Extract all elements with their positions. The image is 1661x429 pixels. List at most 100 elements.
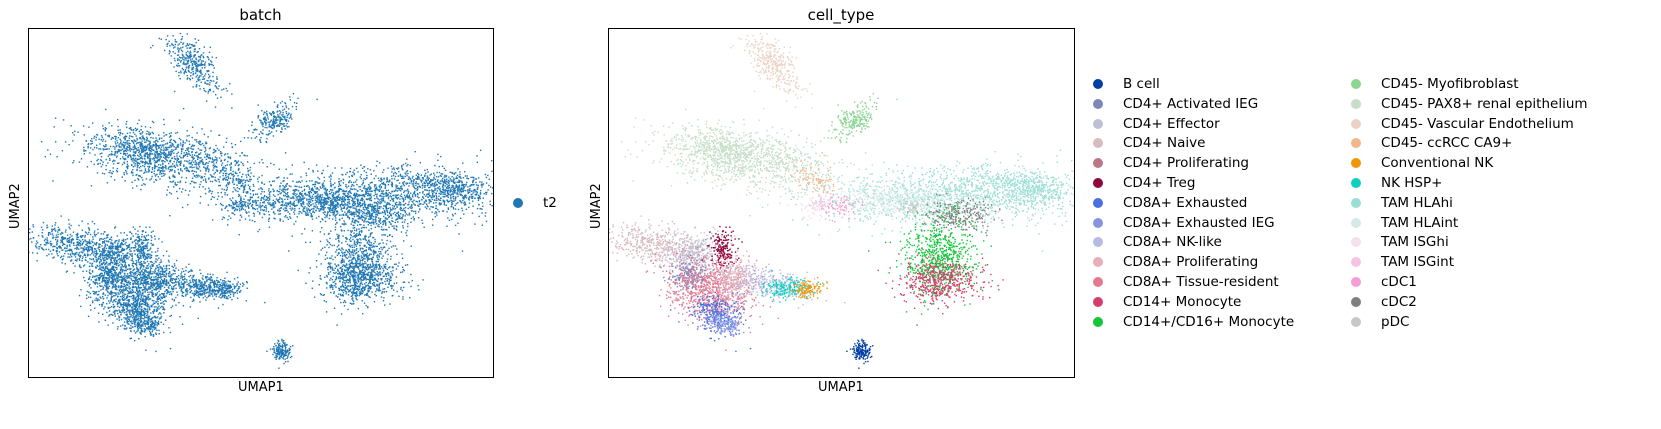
point-cluster-pdc (896, 199, 925, 219)
legend-marker (1351, 296, 1361, 307)
point-cluster-cd45-vascular-endothelium (730, 32, 813, 110)
legend-label: cDC1 (1381, 274, 1417, 290)
legend-label: CD8A+ Exhausted (1123, 194, 1248, 211)
y-axis-label-cell-type: UMAP2 (589, 183, 604, 229)
legend-label: CD4+ Effector (1123, 115, 1220, 132)
legend-marker (1093, 197, 1103, 208)
chart-title-batch: batch (239, 6, 282, 24)
legend-label: CD4+ Naive (1123, 135, 1206, 152)
legend-batch: t2 (513, 193, 593, 217)
point-cluster-t2 (72, 125, 197, 175)
point-cluster-tam-isgint (812, 191, 831, 210)
legend-label: CD8A+ NK-like (1123, 234, 1222, 251)
legend-label: CD4+ Treg (1123, 175, 1196, 191)
plot-area-cell-type (608, 28, 1075, 378)
legend-label: cDC2 (1381, 293, 1417, 310)
legend-label: CD8A+ Proliferating (1123, 254, 1259, 271)
legend-marker (1093, 98, 1103, 109)
legend-label: CD8A+ Tissue-resident (1123, 274, 1279, 290)
legend-label: pDC (1381, 313, 1410, 330)
point-cluster-cd8a-tissue-resident (645, 238, 779, 351)
point-cluster-t2 (316, 199, 345, 219)
legend-label: t2 (543, 195, 557, 211)
legend-label: CD8A+ Exhausted IEG (1123, 214, 1275, 231)
legend-marker (1351, 197, 1361, 208)
legend-marker (1093, 257, 1103, 268)
point-cluster-cd8a-proliferating (710, 250, 766, 306)
legend-label: CD4+ Proliferating (1123, 155, 1249, 172)
legend-label: TAM ISGint (1381, 254, 1454, 271)
legend-marker (1093, 237, 1103, 248)
legend-marker (1093, 217, 1103, 228)
legend-marker (1093, 178, 1103, 188)
legend-label: TAM HLAint (1381, 214, 1459, 231)
legend-marker (1093, 79, 1103, 89)
point-cluster-t2 (126, 310, 172, 336)
point-cluster-t2 (247, 93, 318, 144)
legend-label: B cell (1123, 76, 1160, 92)
legend-marker (1351, 118, 1361, 129)
plot-area-batch (28, 28, 494, 378)
legend-cell-type: B cell CD4+ Activated IEG CD4+ Effector CD4… (1093, 74, 1658, 336)
point-cluster-t2 (232, 191, 251, 210)
point-cluster-t2 (241, 194, 284, 223)
legend-label: NK HSP+ (1381, 175, 1443, 191)
x-axis-label-batch: UMAP1 (238, 380, 284, 395)
legend-marker (1351, 257, 1361, 268)
legend-marker (1351, 138, 1361, 149)
legend-marker (1351, 277, 1361, 287)
point-cluster-b-cell (846, 338, 874, 369)
point-cluster-cd8a-exhausted (670, 279, 752, 353)
legend-marker (1351, 237, 1361, 248)
point-cluster-t2 (90, 279, 172, 353)
point-cluster-conventional-nk (790, 276, 828, 300)
legend-marker (1093, 277, 1103, 287)
legend-marker (1093, 158, 1103, 169)
legend-marker (1093, 138, 1103, 149)
y-axis-label-batch: UMAP2 (8, 183, 23, 229)
point-cluster-t2 (121, 225, 163, 272)
legend-label: CD45- Vascular Endothelium (1381, 115, 1574, 132)
point-cluster-cd45-pax8-renal-epithelium (652, 125, 777, 175)
legend-marker (1093, 118, 1103, 129)
point-cluster-t2 (210, 276, 248, 300)
legend-marker (1351, 98, 1361, 109)
legend-label: TAM HLAhi (1381, 194, 1453, 211)
legend-marker (1351, 316, 1361, 327)
scatter-plot-batch (29, 32, 493, 369)
legend-label: CD14+ Monocyte (1123, 293, 1242, 310)
point-cluster-t2 (391, 168, 493, 213)
point-cluster-cd8a-exhausted-ieg (706, 310, 752, 336)
legend-marker (1351, 79, 1361, 89)
point-cluster-t2 (150, 32, 233, 110)
point-cluster-cd4-naive (609, 215, 744, 274)
legend-label: CD14+/CD16+ Monocyte (1123, 313, 1295, 330)
chart-title-cell-type: cell_type (807, 6, 875, 24)
legend-label: CD45- Myofibroblast (1381, 76, 1519, 92)
point-cluster-t2 (29, 215, 164, 274)
point-cluster-t2 (266, 338, 294, 369)
point-cluster-cd45-myofibroblast (827, 93, 898, 144)
point-cluster-cd4-treg (701, 225, 743, 272)
legend-marker (1351, 158, 1361, 169)
point-cluster-tam-hlahi (971, 168, 1074, 213)
legend-marker (1351, 178, 1361, 188)
legend-label: CD45- ccRCC CA9+ (1381, 135, 1513, 152)
legend-marker (1351, 217, 1361, 228)
legend-label: CD4+ Activated IEG (1123, 95, 1259, 112)
point-cluster-t2 (224, 169, 420, 221)
point-cluster-t2 (207, 194, 259, 221)
point-cluster-t2 (327, 193, 423, 238)
scatter-plot-cell-type (609, 32, 1074, 369)
legend-label: TAM ISGhi (1381, 234, 1449, 251)
legend-marker (513, 198, 523, 208)
point-cluster-cd45-ccrcc-ca9- (787, 160, 840, 198)
point-cluster-t2 (288, 203, 413, 315)
point-cluster-cdc1 (821, 194, 864, 223)
point-cluster-t2 (297, 247, 424, 326)
point-cluster-nk-hsp- (761, 270, 822, 303)
x-axis-label-cell-type: UMAP1 (818, 380, 864, 395)
point-cluster-cd14-monocyte (877, 247, 1004, 326)
point-cluster-cd14-cd16-monocyte (868, 203, 993, 315)
legend-label: CD45- PAX8+ renal epithelium (1381, 95, 1588, 112)
